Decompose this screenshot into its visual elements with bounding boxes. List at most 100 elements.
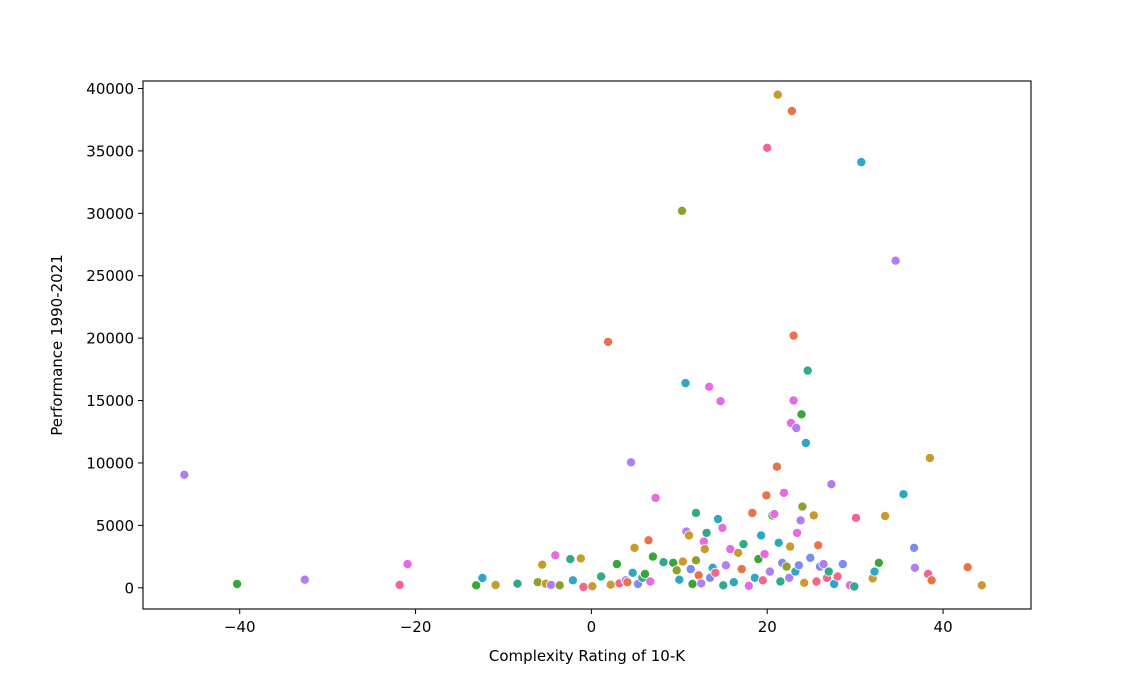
data-point	[629, 542, 640, 553]
data-point	[691, 507, 702, 518]
x-tick-label: 20	[758, 618, 777, 636]
data-point	[603, 336, 614, 347]
data-point	[849, 581, 860, 592]
data-point	[640, 569, 651, 580]
data-point	[565, 554, 576, 565]
data-point	[471, 580, 482, 591]
data-point	[976, 580, 987, 591]
data-point	[799, 577, 810, 588]
data-point	[691, 555, 702, 566]
x-tick-label: 40	[934, 618, 953, 636]
data-point	[788, 330, 799, 341]
data-point	[738, 539, 749, 550]
data-point	[674, 574, 685, 585]
data-point	[567, 575, 578, 586]
plot-frame	[142, 80, 1032, 610]
data-point	[477, 573, 488, 584]
data-point	[802, 365, 813, 376]
data-point	[554, 580, 565, 591]
data-point	[792, 527, 803, 538]
data-point	[781, 561, 792, 572]
data-point	[793, 560, 804, 571]
data-point	[546, 579, 557, 590]
y-tick-label: 15000	[86, 392, 134, 410]
data-point	[596, 571, 607, 582]
data-point	[856, 157, 867, 168]
data-point	[658, 557, 669, 568]
data-point	[771, 461, 782, 472]
data-point	[701, 527, 712, 538]
data-point	[713, 514, 724, 525]
data-point	[786, 106, 797, 117]
data-point	[762, 142, 773, 153]
data-point	[788, 395, 799, 406]
data-point	[179, 469, 190, 480]
data-point	[832, 571, 843, 582]
data-points	[179, 89, 987, 593]
data-point	[805, 552, 816, 563]
data-point	[909, 542, 920, 553]
data-point	[718, 580, 729, 591]
data-point	[759, 549, 770, 560]
x-axis-label: Complexity Rating of 10-K	[489, 647, 686, 665]
data-point	[890, 255, 901, 266]
y-tick-label: 0	[124, 579, 134, 597]
data-point	[717, 522, 728, 533]
data-point	[696, 578, 707, 589]
data-point	[677, 556, 688, 567]
data-point	[650, 492, 661, 503]
data-point	[837, 559, 848, 570]
data-point	[537, 559, 548, 570]
data-point	[394, 579, 405, 590]
data-point	[699, 544, 710, 555]
data-point	[808, 510, 819, 521]
data-point	[869, 566, 880, 577]
data-point	[677, 205, 688, 216]
y-tick-label: 40000	[86, 80, 134, 98]
data-point	[785, 541, 796, 552]
data-point	[232, 579, 243, 590]
data-point	[909, 562, 920, 573]
data-point	[756, 530, 767, 541]
data-point	[643, 535, 654, 546]
data-point	[490, 580, 501, 591]
data-point	[962, 562, 973, 573]
data-point	[778, 487, 789, 498]
x-tick-label: −20	[400, 618, 432, 636]
data-point	[680, 378, 691, 389]
data-point	[578, 582, 589, 593]
data-point	[747, 507, 758, 518]
y-tick-label: 10000	[86, 454, 134, 472]
y-tick-label: 25000	[86, 267, 134, 285]
data-point	[811, 576, 822, 587]
data-point	[611, 559, 622, 570]
x-tick-label: −40	[224, 618, 256, 636]
data-point	[720, 560, 731, 571]
y-axis-label: Performance 1990-2021	[48, 254, 66, 436]
data-point	[587, 581, 598, 592]
data-point	[772, 89, 783, 100]
data-point	[605, 579, 616, 590]
data-point	[733, 547, 744, 558]
data-point	[761, 490, 772, 501]
data-point	[710, 567, 721, 578]
data-point	[926, 575, 937, 586]
data-point	[796, 409, 807, 420]
data-point	[550, 550, 561, 561]
data-point	[687, 579, 698, 590]
data-point	[898, 489, 909, 500]
data-point	[873, 557, 884, 568]
data-point	[622, 577, 633, 588]
y-tick-label: 5000	[96, 517, 134, 535]
data-point	[728, 577, 739, 588]
data-point	[671, 565, 682, 576]
data-point	[851, 512, 862, 523]
data-point	[575, 553, 586, 564]
data-point	[757, 575, 768, 586]
data-point	[684, 530, 695, 541]
data-point	[826, 479, 837, 490]
data-point	[791, 422, 802, 433]
data-point	[764, 566, 775, 577]
data-point	[795, 515, 806, 526]
